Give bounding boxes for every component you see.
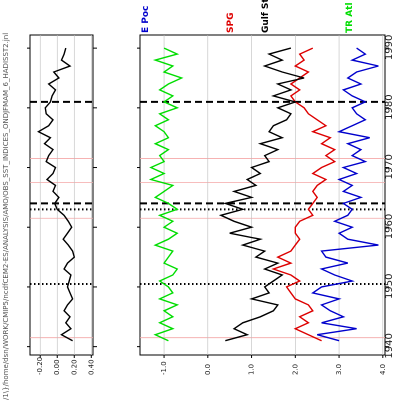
chart-panel-2: 1940 1950 1960 1970 1980 1990 4.0 3.0 2.0 1.0 0.0 -… (137, 0, 395, 375)
series-line (311, 47, 379, 342)
value-tick-label: 0.0 (204, 364, 212, 375)
value-tick-label: 1.0 (248, 364, 256, 375)
value-tick-label: 4.0 (379, 364, 387, 375)
year-tick-label: 1970 (384, 154, 395, 179)
value-tick-label: -1.0 (160, 361, 168, 375)
value-tick-label: 0.00 (53, 359, 61, 375)
year-tick-label: 1960 (384, 214, 395, 239)
figure-file-path: /1\}/home/dsn/WORK/CMIP5/ncdfCEM2-ES/ANA… (2, 33, 10, 400)
series-label: Gulf Str (261, 0, 271, 33)
value-tick-label: 3.0 (335, 364, 343, 375)
year-tick-label: 1940 (384, 333, 395, 358)
value-tick-label: 2.0 (291, 364, 299, 375)
value-tick-label: 0.20 (70, 359, 78, 375)
series-line (218, 47, 305, 342)
series-label: TR Atl (345, 2, 355, 33)
series-label: SPG (226, 13, 236, 33)
year-tick-label: 1980 (384, 94, 395, 119)
year-tick-label: 1990 (384, 35, 395, 60)
year-tick-label: 1950 (384, 273, 395, 298)
series-line (271, 47, 337, 342)
series-line (37, 47, 76, 342)
series-label: E Poc (141, 6, 151, 33)
plot-frame (29, 34, 94, 356)
value-tick-label: 0.40 (87, 359, 95, 375)
chart-panel-1: 0.40 0.20 0.00 -0.20 (27, 34, 97, 375)
series-line (148, 47, 184, 342)
panels: 0.40 0.20 0.00 -0.20 1940 1950 1960 1970 1980 199… (27, 0, 395, 375)
plot-frame (139, 34, 386, 356)
value-tick-label: -0.20 (36, 357, 44, 375)
